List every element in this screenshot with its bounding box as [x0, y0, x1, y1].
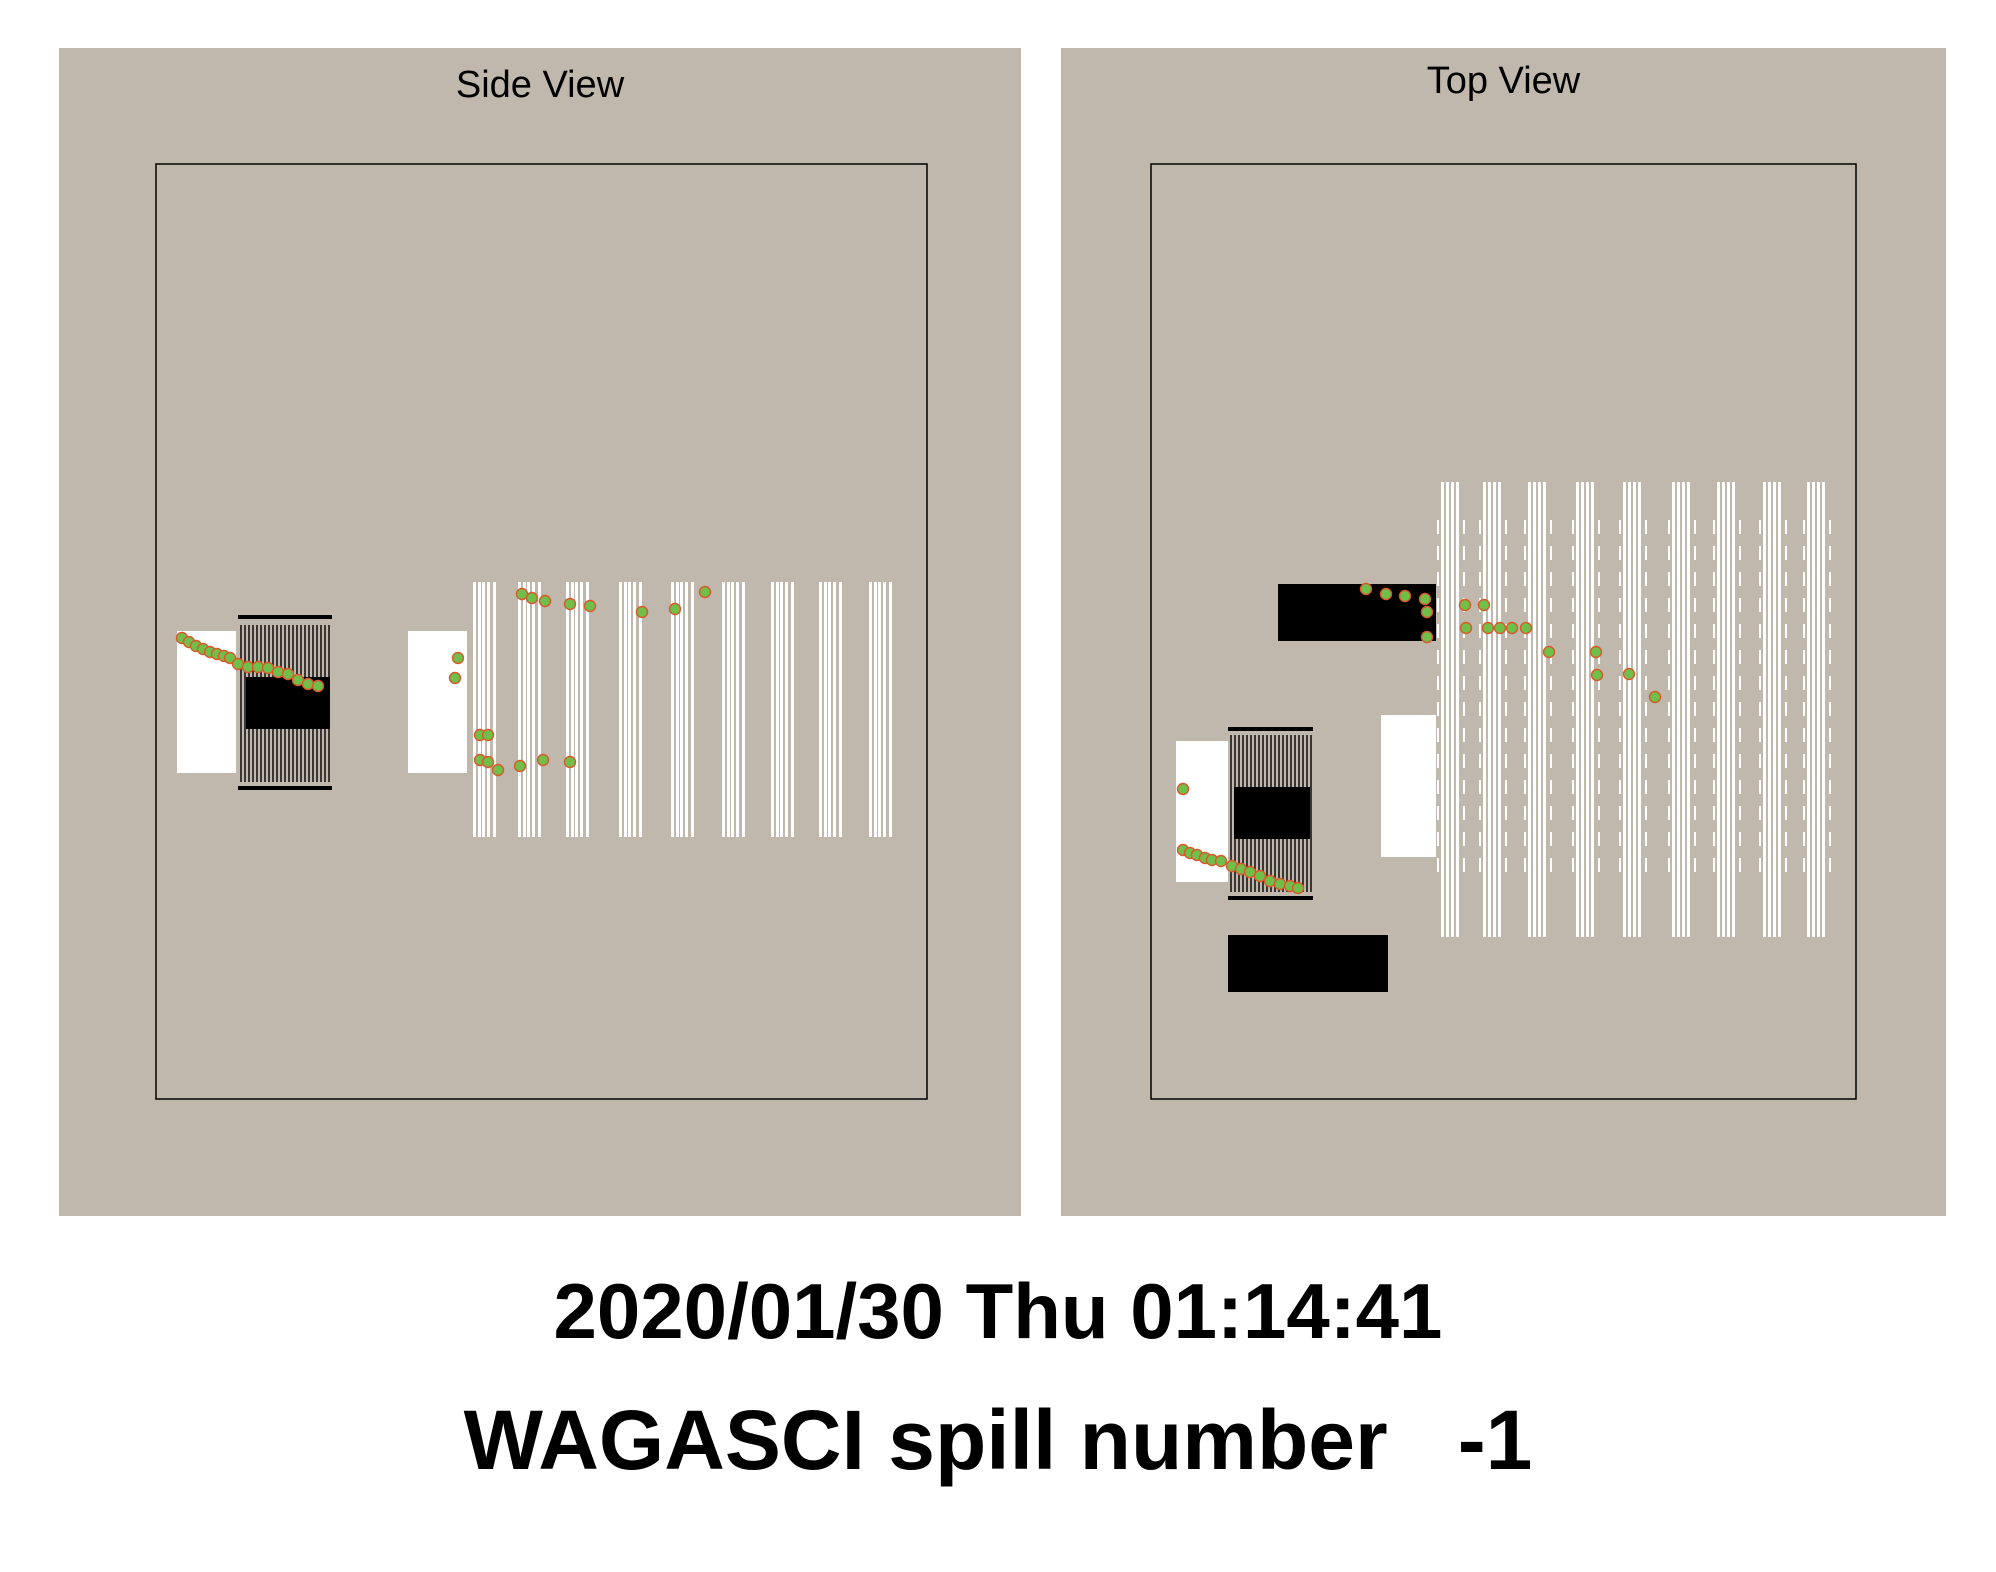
side-view-title: Side View: [455, 64, 625, 106]
top-view-title: Top View: [1426, 60, 1581, 102]
datetime-label: 2020/01/30 Thu 01:14:41: [553, 1267, 1443, 1355]
side-view-panel: Side View: [59, 48, 1021, 1216]
top-view-panel: Top View: [1061, 48, 1946, 1216]
spill-number-label: WAGASCI spill number -1: [463, 1393, 1533, 1487]
